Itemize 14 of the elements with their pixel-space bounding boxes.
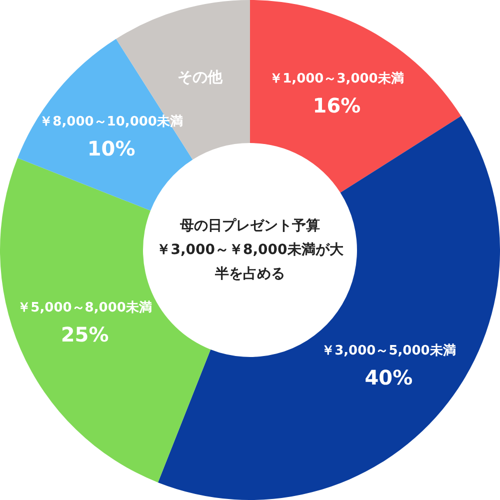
data-label: 10% [87,136,136,160]
donut-slice [18,38,193,211]
slice-label: ￥3,000～5,000未満 [322,344,456,359]
text: 母の日プレゼント予算 [179,217,320,234]
text: ￥3,000～￥8,000未満が大半を占める [156,242,344,282]
donut-slice [158,116,500,500]
donut-slice [250,0,462,193]
slice-label: ￥1,000～3,000未満 [270,71,404,86]
slice-label: ￥5,000～8,000未満 [18,300,152,316]
data-label: 40% [364,366,413,390]
slice-label: その他 [177,68,224,86]
data-label: 16% [312,93,361,118]
slice-label: ￥8,000～10,000未満 [40,114,183,130]
data-label: 25% [60,322,109,346]
